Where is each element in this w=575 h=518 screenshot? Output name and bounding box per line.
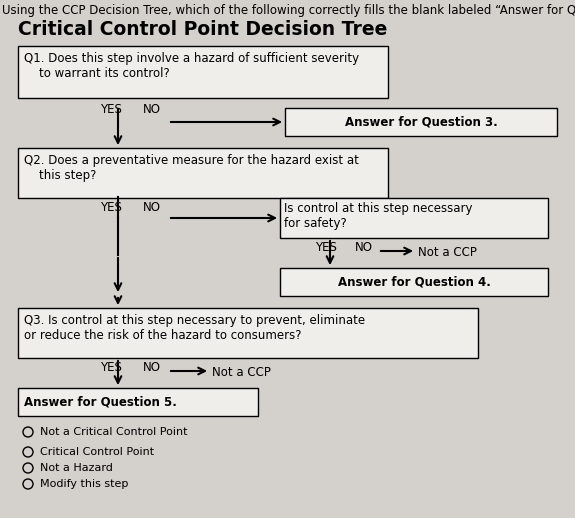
- Text: NO: NO: [143, 201, 161, 214]
- Text: Not a CCP: Not a CCP: [212, 366, 271, 379]
- Text: Using the CCP Decision Tree, which of the following correctly fills the blank la: Using the CCP Decision Tree, which of th…: [2, 4, 575, 17]
- Text: YES: YES: [100, 103, 122, 116]
- Text: NO: NO: [143, 361, 161, 374]
- Text: NO: NO: [355, 241, 373, 254]
- Bar: [18, 308, 478, 358]
- Text: Answer for Question 5.: Answer for Question 5.: [24, 396, 177, 409]
- Text: Modify this step: Modify this step: [40, 479, 128, 489]
- Text: YES: YES: [100, 201, 122, 214]
- Bar: [280, 268, 548, 296]
- Text: Is control at this step necessary
for safety?: Is control at this step necessary for sa…: [284, 202, 473, 230]
- Text: Critical Control Point: Critical Control Point: [40, 447, 154, 457]
- Text: Not a CCP: Not a CCP: [418, 246, 477, 259]
- Bar: [280, 198, 548, 238]
- Bar: [18, 388, 258, 416]
- Text: YES: YES: [315, 241, 337, 254]
- Bar: [285, 108, 557, 136]
- Bar: [18, 46, 388, 98]
- Text: Not a Hazard: Not a Hazard: [40, 463, 113, 473]
- Text: YES: YES: [100, 361, 122, 374]
- Text: Answer for Question 3.: Answer for Question 3.: [344, 116, 497, 128]
- Bar: [18, 148, 388, 198]
- Text: Q1. Does this step involve a hazard of sufficient severity
    to warrant its co: Q1. Does this step involve a hazard of s…: [24, 52, 359, 80]
- Text: Not a Critical Control Point: Not a Critical Control Point: [40, 427, 187, 437]
- Text: Q2. Does a preventative measure for the hazard exist at
    this step?: Q2. Does a preventative measure for the …: [24, 154, 359, 182]
- Text: Critical Control Point Decision Tree: Critical Control Point Decision Tree: [18, 20, 388, 39]
- Text: Answer for Question 4.: Answer for Question 4.: [338, 276, 490, 289]
- Text: NO: NO: [143, 103, 161, 116]
- Text: Q3. Is control at this step necessary to prevent, eliminate
or reduce the risk o: Q3. Is control at this step necessary to…: [24, 314, 365, 342]
